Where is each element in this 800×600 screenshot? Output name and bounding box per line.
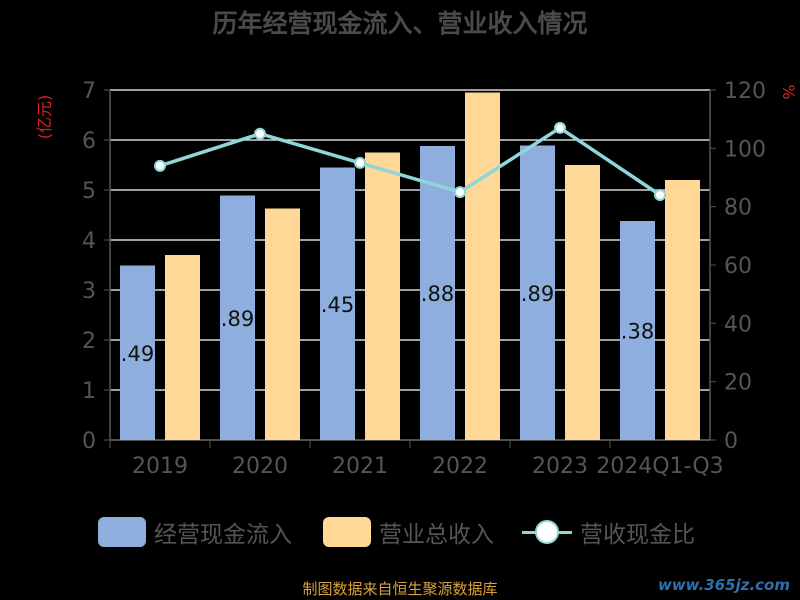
legend-label-ratio: 营收现金比 xyxy=(580,522,695,548)
watermark: www.365jz.com xyxy=(657,576,790,594)
y-right-tick-label: 120 xyxy=(724,79,766,104)
x-tick-label: 2019 xyxy=(132,454,188,479)
bar-cash xyxy=(420,146,455,440)
legend-item-ratio[interactable]: 营收现金比 xyxy=(522,515,695,549)
data-label: .89 xyxy=(521,282,554,306)
y-right-tick-label: 40 xyxy=(724,312,752,337)
y-left-tick-label: 7 xyxy=(82,79,96,104)
line-point xyxy=(654,189,666,201)
x-tick-label: 2023 xyxy=(532,454,588,479)
chart-title: 历年经营现金流入、营业收入情况 xyxy=(212,9,587,38)
legend: 经营现金流入 营业总收入 营收现金比 xyxy=(0,515,800,555)
line-point xyxy=(154,159,166,172)
y-right-tick-label: 100 xyxy=(724,137,766,162)
y-left-label: (亿元) xyxy=(35,95,54,140)
source-note: 制图数据来自恒生聚源数据库 xyxy=(302,580,498,598)
data-label: .49 xyxy=(121,342,154,366)
line-point xyxy=(454,186,466,199)
line-point xyxy=(554,121,566,134)
plot-area: 0 1 2 3 4 5 6 7 0 20 40 60 80 100 120 2019 2020 2021 2022 2… xyxy=(82,79,766,479)
y-left-tick-label: 4 xyxy=(82,229,96,254)
y-left-tick-label: 2 xyxy=(82,329,96,354)
bar-revenue xyxy=(365,152,400,440)
bar-revenue xyxy=(465,92,500,440)
x-tick-label: 2020 xyxy=(232,454,288,479)
y-right-label: % xyxy=(779,84,798,99)
y-left-tick-label: 5 xyxy=(82,179,96,204)
bar-revenue xyxy=(565,165,600,440)
y-right-tick-label: 60 xyxy=(724,254,752,279)
bar-cash xyxy=(320,167,355,440)
bar-revenue xyxy=(265,208,300,440)
legend-label-cash: 经营现金流入 xyxy=(154,522,292,548)
y-left-tick-label: 3 xyxy=(82,279,96,304)
legend-label-revenue: 营业总收入 xyxy=(379,522,494,548)
line-point xyxy=(254,127,266,140)
bar-cash xyxy=(120,265,155,440)
x-tick-label: 2021 xyxy=(332,454,388,479)
data-label: .88 xyxy=(421,282,454,306)
bar-revenue xyxy=(665,180,700,440)
bar-cash xyxy=(520,145,555,440)
bar-cash xyxy=(620,221,655,440)
x-tick-label: 2022 xyxy=(432,454,488,479)
bar-cash xyxy=(220,195,255,440)
legend-swatch-revenue xyxy=(323,517,371,547)
y-left-tick-label: 6 xyxy=(82,129,96,154)
y-right-tick-label: 0 xyxy=(724,429,738,454)
line-point xyxy=(354,156,366,169)
data-label: .45 xyxy=(321,293,354,317)
y-right-tick-label: 80 xyxy=(724,196,752,221)
data-label: .38 xyxy=(621,320,654,344)
data-label: .89 xyxy=(221,307,254,331)
y-right-tick-label: 20 xyxy=(724,371,752,396)
legend-item-cash[interactable]: 经营现金流入 xyxy=(98,515,292,549)
line-ratio xyxy=(159,125,661,197)
y-left-tick-label: 1 xyxy=(82,379,96,404)
bar-revenue xyxy=(165,255,200,440)
y-left-tick-label: 0 xyxy=(82,429,96,454)
legend-swatch-cash xyxy=(98,517,146,547)
x-tick-label: 2024Q1-Q3 xyxy=(596,454,723,479)
legend-item-revenue[interactable]: 营业总收入 xyxy=(323,515,494,549)
legend-line-marker xyxy=(522,517,572,547)
